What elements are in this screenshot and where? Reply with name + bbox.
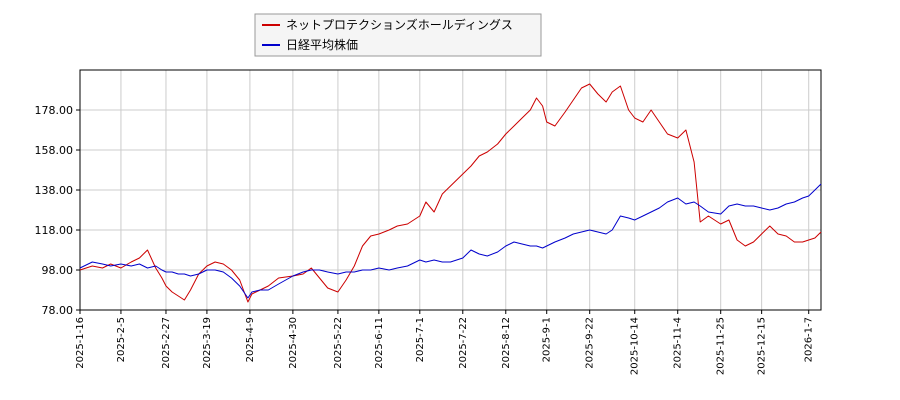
legend-label-netprotections: ネットプロテクションズホールディングス <box>286 17 513 32</box>
x-tick-label: 2025-4-30 <box>288 317 299 369</box>
series-group <box>79 83 822 303</box>
legend: ネットプロテクションズホールディングス 日経平均株価 <box>254 13 542 57</box>
y-tick-label: 98.00 <box>42 264 74 277</box>
x-tick-label: 2025-4-9 <box>245 317 256 362</box>
y-axis: 78.00 98.00 118.00 138.00 158.00 178.00 <box>35 104 80 317</box>
x-tick-label: 2025-11-25 <box>716 317 727 375</box>
x-tick-label: 2025-3-19 <box>202 317 213 369</box>
x-tick-label: 2025-11-4 <box>673 317 684 369</box>
legend-box <box>254 13 542 57</box>
y-tick-label: 138.00 <box>35 184 74 197</box>
x-tick-label: 2025-10-14 <box>630 317 641 375</box>
x-tick-label: 2026-1-7 <box>804 317 815 362</box>
legend-label-nikkei: 日経平均株価 <box>286 37 358 52</box>
x-tick-label: 2025-7-1 <box>415 317 426 362</box>
x-tick-label: 2025-6-11 <box>374 317 385 369</box>
y-tick-label: 158.00 <box>35 144 74 157</box>
y-tick-label: 78.00 <box>42 304 74 317</box>
x-tick-label: 2025-12-15 <box>757 317 768 375</box>
series-line-0 <box>79 83 822 303</box>
x-axis: 2025-1-16 2025-2-5 2025-2-27 2025-3-19 2025-… <box>75 310 815 375</box>
y-tick-label: 178.00 <box>35 104 74 117</box>
x-tick-label: 2025-9-22 <box>585 317 596 369</box>
grid-lines <box>79 70 821 311</box>
x-tick-label: 2025-2-27 <box>161 317 172 369</box>
y-tick-label: 118.00 <box>35 224 74 237</box>
x-tick-label: 2025-9-1 <box>542 317 553 362</box>
x-tick-label: 2025-5-22 <box>333 317 344 369</box>
series-line-1 <box>79 183 822 299</box>
x-tick-label: 2025-1-16 <box>75 317 86 369</box>
x-tick-label: 2025-7-22 <box>458 317 469 369</box>
x-tick-label: 2025-2-5 <box>116 317 127 362</box>
x-tick-label: 2025-8-12 <box>501 317 512 369</box>
